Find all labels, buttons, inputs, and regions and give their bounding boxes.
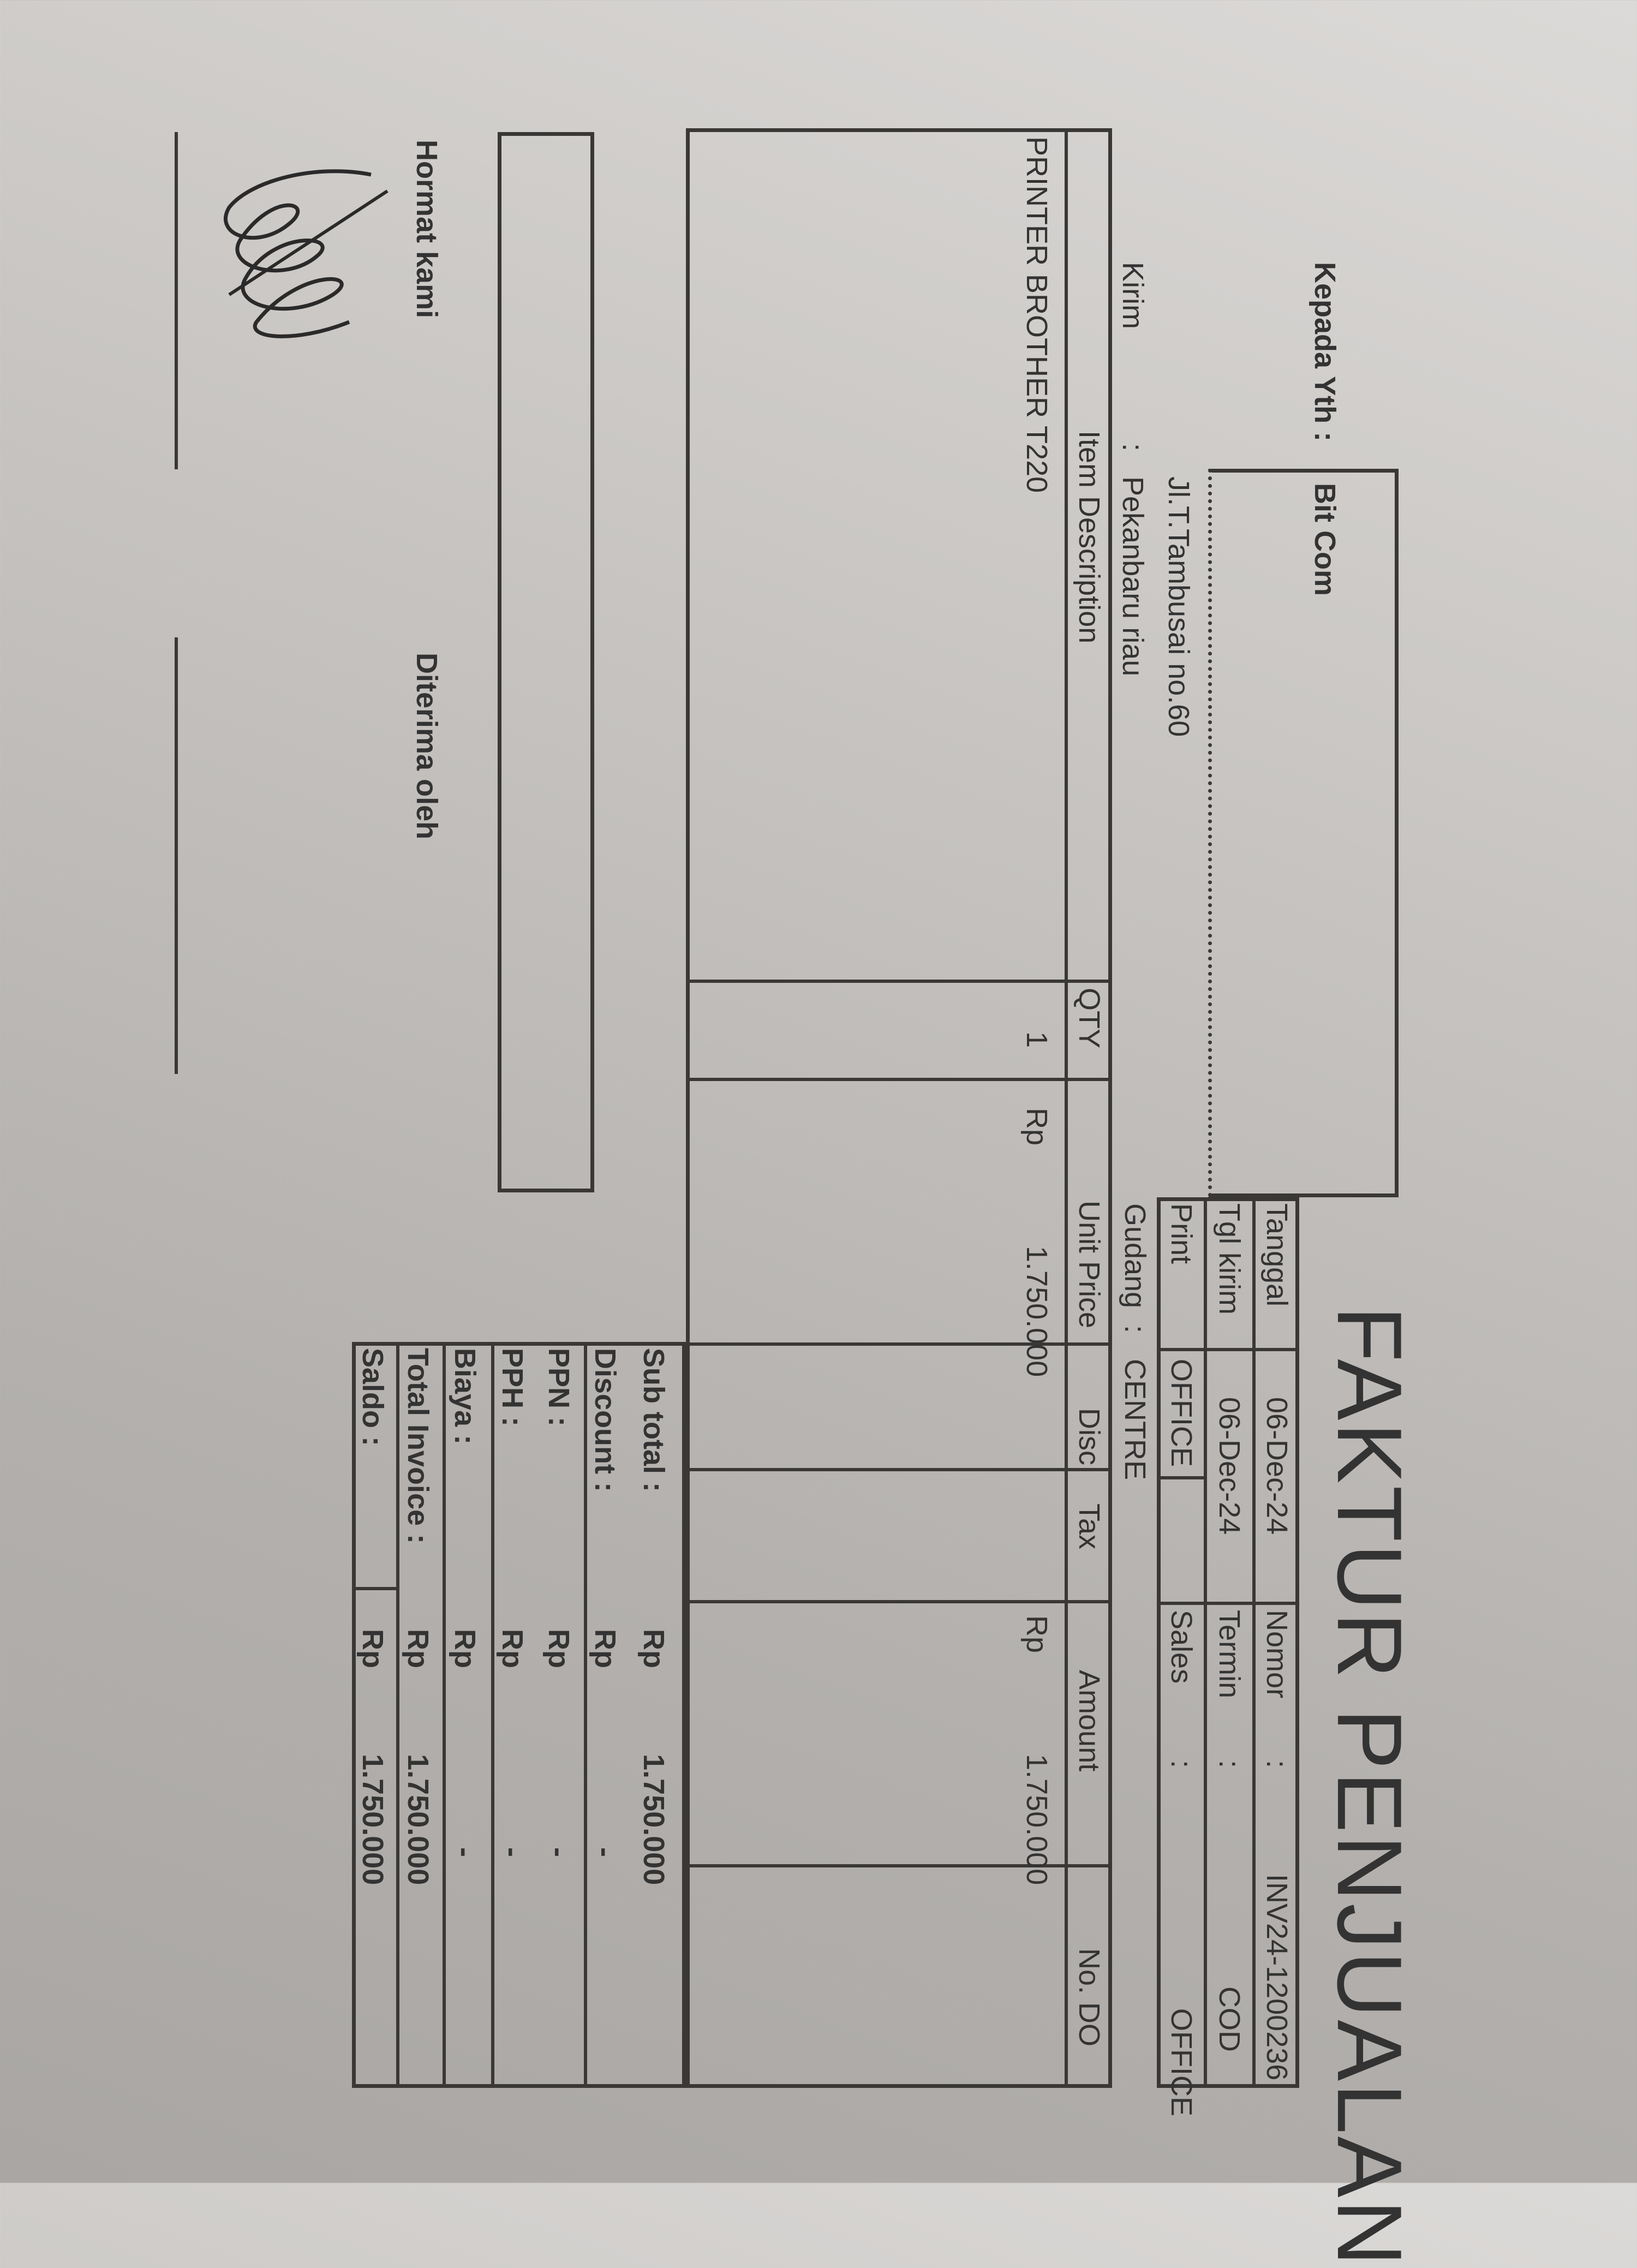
summary-line <box>491 1342 494 2088</box>
item-amount: 1.750.000 <box>1020 1754 1053 1885</box>
column-header-amount: Amount <box>1073 1670 1106 1772</box>
item-qty: 1 <box>1020 1031 1053 1048</box>
pph-currency: Rp <box>496 1629 529 1668</box>
gudang-separator: : <box>1119 1325 1151 1334</box>
receiver-label: Diterima oleh <box>410 653 443 840</box>
biaya-label: Biaya : <box>449 1348 481 1445</box>
gudang-label: Gudang <box>1119 1203 1151 1309</box>
column-header-tax: Tax <box>1073 1503 1106 1550</box>
column-header-description: Item Description <box>1073 431 1106 644</box>
nomor-value: INV24-1200236 <box>1260 1874 1293 2081</box>
summary-line <box>352 1587 398 1590</box>
ship-to: Pekanbaru riau <box>1116 476 1149 677</box>
ppn-value: - <box>542 1847 575 1857</box>
header-col-line <box>1157 1348 1299 1351</box>
total-invoice-value: 1.750.000 <box>402 1754 434 1885</box>
termin-separator: : <box>1213 1760 1246 1769</box>
ppn-label: PPN : <box>542 1348 575 1427</box>
item-unit-price: 1.750.000 <box>1020 1246 1053 1377</box>
gudang-value: CENTRE <box>1119 1359 1151 1481</box>
items-col-line <box>686 1468 1112 1471</box>
column-header-disc: Disc <box>1073 1408 1106 1465</box>
discount-currency: Rp <box>589 1629 622 1668</box>
summary-line <box>584 1342 587 2088</box>
print-label: Print <box>1165 1203 1198 1264</box>
receiver-signature-line <box>175 637 178 1074</box>
customer-label: Kepada Yth : <box>1309 262 1341 442</box>
termin-label: Termin <box>1213 1610 1246 1699</box>
item-unit-currency: Rp <box>1020 1108 1053 1146</box>
header-col-line <box>1157 1476 1205 1479</box>
header-info-table <box>1157 1197 1299 2088</box>
sender-signature-line <box>175 132 178 469</box>
item-amount-currency: Rp <box>1020 1615 1053 1654</box>
biaya-value: - <box>449 1847 481 1857</box>
sales-label: Sales <box>1165 1610 1198 1684</box>
pph-value: - <box>496 1847 529 1857</box>
biaya-currency: Rp <box>449 1629 481 1668</box>
discount-value: - <box>589 1847 622 1857</box>
sales-value: OFFICE <box>1165 2008 1198 2116</box>
tanggal-value: 06-Dec-24 <box>1260 1397 1293 1535</box>
summary-line <box>443 1342 446 2088</box>
customer-name: Bit Com <box>1309 483 1341 596</box>
subtotal-currency: Rp <box>637 1629 670 1668</box>
items-col-line <box>686 1078 1112 1081</box>
subtotal-label: Sub total : <box>637 1348 670 1492</box>
column-header-no-do: No. DO <box>1073 1948 1106 2047</box>
saldo-currency: Rp <box>356 1629 389 1668</box>
notes-box <box>498 132 594 1192</box>
subtotal-value: 1.750.000 <box>637 1754 670 1885</box>
total-invoice-currency: Rp <box>402 1629 434 1668</box>
header-row-line <box>1204 1197 1207 2088</box>
summary-box <box>352 1342 686 2088</box>
nomor-label: Nomor <box>1260 1610 1293 1699</box>
column-header-unit-price: Unit Price <box>1073 1201 1106 1329</box>
ship-label: Kirim <box>1116 262 1149 329</box>
tglkirim-label: Tgl kirim <box>1213 1203 1246 1315</box>
items-col-line <box>686 1600 1112 1603</box>
customer-address: Jl.T.Tambusai no.60 <box>1162 476 1195 737</box>
sender-label: Hormat kami <box>410 140 443 319</box>
tglkirim-value: 06-Dec-24 <box>1213 1397 1246 1535</box>
saldo-label: Saldo : <box>356 1348 389 1447</box>
header-row-line <box>1252 1197 1256 2088</box>
nomor-separator: : <box>1260 1760 1293 1769</box>
customer-box <box>1208 469 1399 1197</box>
items-col-line <box>686 1864 1112 1867</box>
column-header-qty: QTY <box>1073 988 1106 1049</box>
total-invoice-label: Total Invoice : <box>402 1348 434 1544</box>
discount-label: Discount : <box>589 1348 622 1492</box>
signature <box>224 169 389 338</box>
items-table <box>686 128 1112 2088</box>
item-description: PRINTER BROTHER T220 <box>1020 136 1053 493</box>
saldo-value: 1.750.000 <box>356 1754 389 1885</box>
header-col-line <box>1157 1602 1299 1605</box>
sales-separator: : <box>1165 1760 1198 1769</box>
termin-value: COD <box>1213 1986 1246 2052</box>
pph-label: PPH : <box>496 1348 529 1427</box>
tanggal-label: Tanggal <box>1260 1203 1293 1307</box>
summary-line <box>396 1342 399 2088</box>
items-header-line <box>1065 128 1068 2088</box>
ppn-currency: Rp <box>542 1629 575 1668</box>
print-value: OFFICE <box>1165 1359 1198 1467</box>
items-col-line <box>686 980 1112 983</box>
document-title: FAKTUR PENJUALAN <box>1318 1306 1421 2268</box>
ship-separator: : <box>1116 443 1149 452</box>
items-col-line <box>686 1342 1112 1346</box>
